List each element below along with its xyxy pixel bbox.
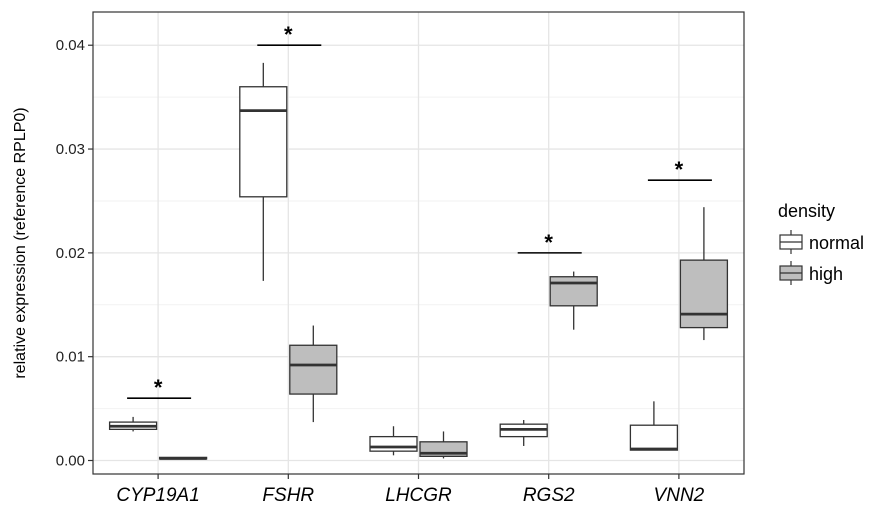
- significance-star: *: [284, 22, 293, 47]
- significance-star: *: [544, 230, 553, 255]
- legend-title: density: [778, 201, 835, 221]
- box-high-lhcgr: [419, 431, 468, 459]
- box-high-rgs2: [549, 271, 598, 330]
- y-tick-label: 0.03: [56, 141, 85, 158]
- y-tick-label: 0.02: [56, 245, 85, 262]
- axes: 0.00 0.01 0.02 0.03 0.04 CYP19A1 FSHR LHCGR RGS2…: [56, 37, 705, 506]
- y-axis-label: relative expression (reference RPLP0): [12, 107, 29, 378]
- box-body: [549, 276, 598, 307]
- legend-item-high: high: [779, 261, 843, 285]
- box-normal-fshr: [239, 62, 288, 281]
- legend-item-normal: normal: [779, 230, 864, 254]
- legend-label: normal: [809, 233, 864, 253]
- significance-star: *: [675, 157, 684, 182]
- box-body: [239, 86, 288, 198]
- box-body: [369, 435, 418, 452]
- box-body: [679, 259, 729, 329]
- x-tick-label: FSHR: [262, 485, 314, 506]
- box-high-fshr: [289, 325, 338, 423]
- box-high-vnn2: [679, 207, 729, 341]
- box-normal-lhcgr: [369, 426, 418, 456]
- box-body: [289, 344, 338, 395]
- significance-markers: * * * *: [127, 22, 712, 400]
- grid-lines: [93, 12, 744, 474]
- box-body: [629, 424, 679, 451]
- x-tick-label: RGS2: [523, 485, 575, 506]
- box-normal-cyp19a1: [108, 416, 158, 432]
- box-normal-rgs2: [499, 420, 548, 446]
- box-high-cyp19a1: [158, 456, 208, 460]
- y-tick-label: 0.01: [56, 349, 85, 366]
- box-normal-vnn2: [629, 401, 679, 451]
- x-tick-label: CYP19A1: [116, 485, 199, 506]
- legend-label: high: [809, 264, 843, 284]
- box-marks: [108, 62, 729, 460]
- y-tick-label: 0.00: [56, 453, 85, 470]
- y-tick-label: 0.04: [56, 37, 85, 54]
- significance-star: *: [154, 375, 163, 400]
- x-tick-label: VNN2: [654, 485, 705, 506]
- x-tick-label: LHCGR: [385, 485, 452, 506]
- legend: density normal high: [778, 201, 864, 285]
